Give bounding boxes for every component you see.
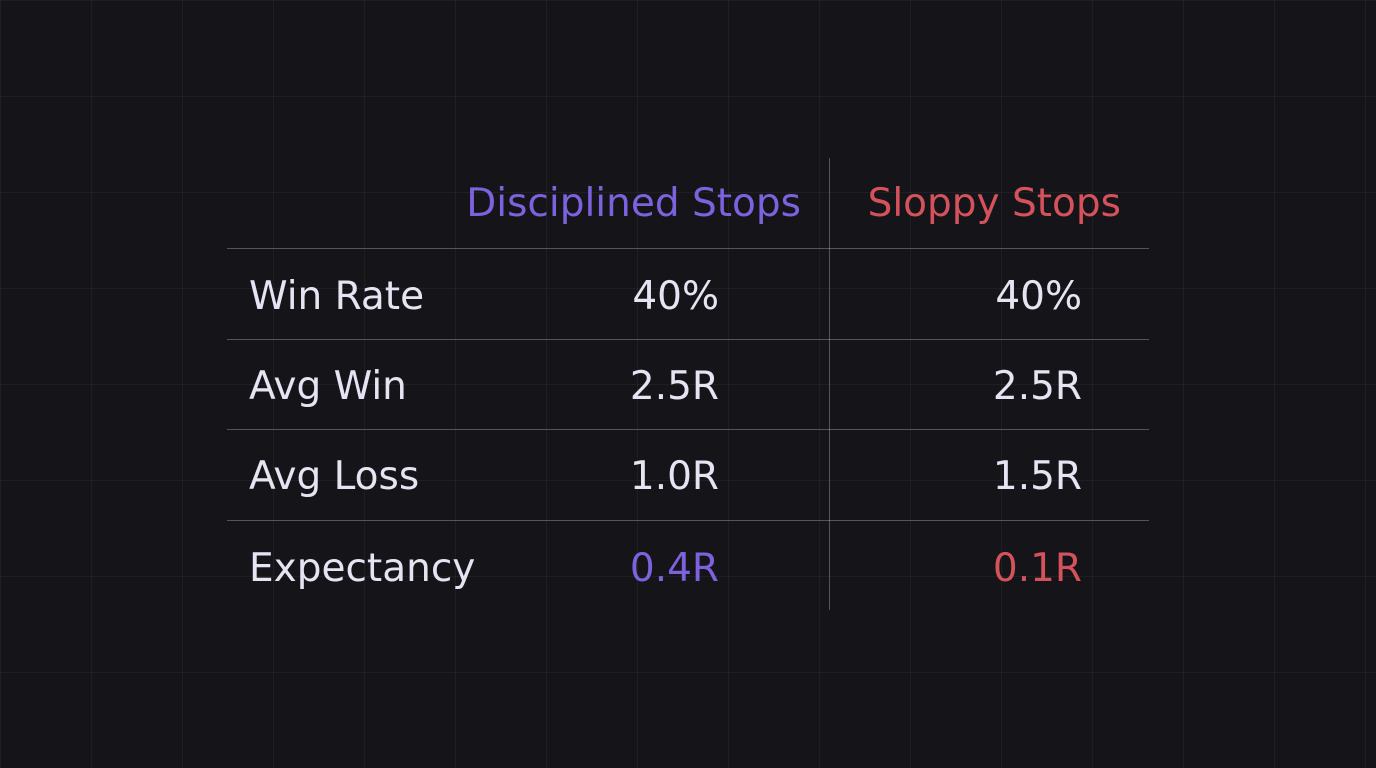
column-header-sloppy-stops: Sloppy Stops — [867, 181, 1121, 226]
comparison-table: Disciplined Stops Sloppy Stops Win Rate … — [227, 158, 1149, 610]
row-label-expectancy: Expectancy — [249, 546, 476, 591]
row-label-avg-loss: Avg Loss — [249, 454, 420, 499]
value-sloppy-avg-win: 2.5R — [992, 364, 1082, 409]
value-sloppy-avg-loss: 1.5R — [992, 454, 1082, 499]
value-disciplined-avg-win: 2.5R — [629, 364, 719, 409]
column-divider — [829, 158, 830, 610]
value-disciplined-avg-loss: 1.0R — [629, 454, 719, 499]
value-disciplined-expectancy: 0.4R — [629, 546, 719, 591]
value-sloppy-win-rate: 40% — [995, 274, 1082, 319]
row-label-avg-win: Avg Win — [249, 364, 407, 409]
header-divider — [227, 248, 1149, 249]
value-disciplined-win-rate: 40% — [632, 274, 719, 319]
column-header-disciplined-stops: Disciplined Stops — [466, 181, 801, 226]
value-sloppy-expectancy: 0.1R — [992, 546, 1082, 591]
row-divider — [227, 520, 1149, 521]
row-divider — [227, 429, 1149, 430]
row-label-win-rate: Win Rate — [249, 274, 425, 319]
row-divider — [227, 339, 1149, 340]
